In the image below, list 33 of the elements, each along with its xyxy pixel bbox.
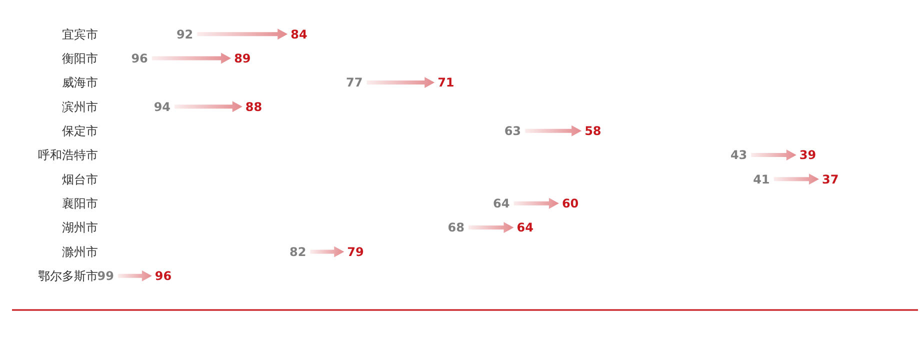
data-label: 94 xyxy=(154,100,171,114)
data-label: 71 xyxy=(438,76,454,90)
category-label: 滁州市 xyxy=(62,244,98,259)
category-label: 呼和浩特市 xyxy=(38,148,98,162)
category-label: 衡阳市 xyxy=(62,51,98,66)
category-label: 烟台市 xyxy=(62,172,98,186)
category-label: 威海市 xyxy=(62,76,98,90)
category-label: 鄂尔多斯市 xyxy=(38,269,98,284)
category-label: 湖州市 xyxy=(62,220,98,235)
data-label: 64 xyxy=(493,196,510,211)
data-label: 63 xyxy=(504,124,522,138)
data-label: 77 xyxy=(346,76,363,90)
data-label: 39 xyxy=(799,148,816,162)
category-label: 保定市 xyxy=(62,124,98,138)
data-label: 41 xyxy=(753,172,770,186)
data-label: 58 xyxy=(584,124,602,138)
data-label: 68 xyxy=(448,220,464,235)
data-label: 84 xyxy=(290,27,308,42)
data-label: 96 xyxy=(154,269,172,284)
data-label: 37 xyxy=(822,172,839,186)
data-label: 43 xyxy=(730,148,748,162)
data-label: 99 xyxy=(97,269,114,284)
data-label: 96 xyxy=(131,51,148,66)
data-label: 82 xyxy=(290,244,306,259)
category-label: 宜宾市 xyxy=(62,27,98,42)
data-label: 88 xyxy=(245,100,262,114)
data-label: 92 xyxy=(176,27,194,42)
category-label: 襄阳市 xyxy=(62,196,98,211)
data-label: 64 xyxy=(516,220,534,235)
data-label: 60 xyxy=(562,196,579,211)
data-label: 79 xyxy=(347,244,364,259)
data-label: 89 xyxy=(234,51,251,66)
category-label: 滨州市 xyxy=(62,100,98,114)
